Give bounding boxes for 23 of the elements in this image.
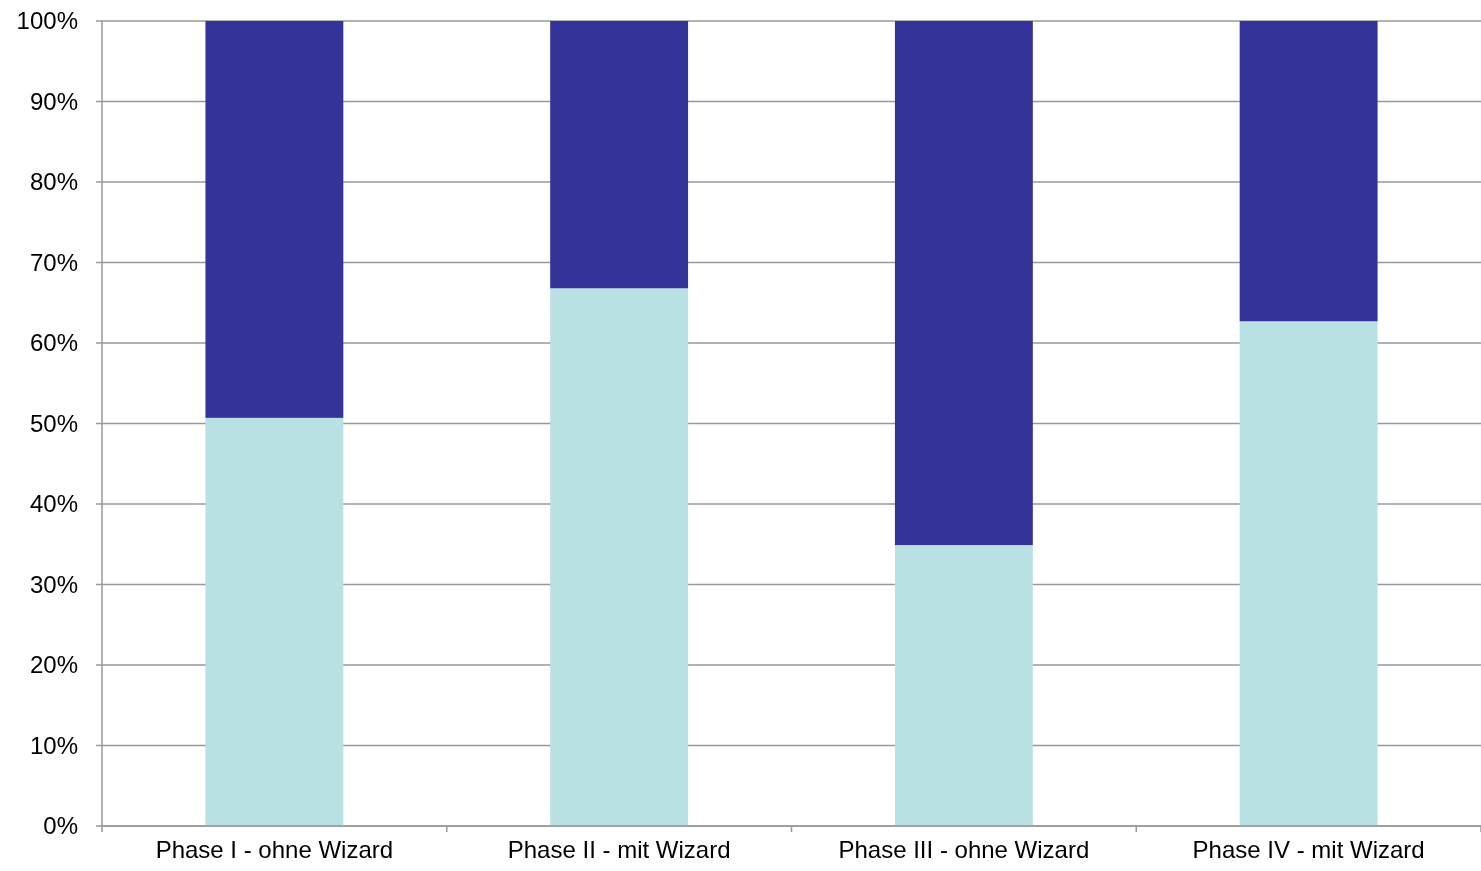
bar [894, 545, 1033, 826]
x-tick-label: Phase IV - mit Wizard [1192, 836, 1425, 863]
bar [1239, 21, 1378, 322]
y-tick-label: 90% [29, 87, 78, 115]
y-tick-label: 60% [29, 329, 78, 357]
y-tick-label: 0% [43, 812, 78, 840]
bar [205, 21, 344, 418]
y-tick-label: 70% [29, 248, 78, 276]
y-tick-label: 80% [29, 168, 78, 196]
x-tick-label: Phase III - ohne Wizard [838, 836, 1090, 863]
bar [550, 288, 689, 826]
y-tick-label: 30% [29, 570, 78, 598]
bar [205, 417, 344, 826]
y-tick-label: 100% [16, 7, 78, 35]
bar [894, 21, 1033, 546]
y-tick-label: 50% [29, 409, 78, 437]
x-tick-label: Phase I - ohne Wizard [155, 836, 394, 863]
bar [550, 21, 689, 289]
y-tick-label: 20% [29, 651, 78, 679]
bar [1239, 321, 1378, 826]
y-tick-label: 10% [29, 731, 78, 759]
x-tick-label: Phase II - mit Wizard [507, 836, 731, 863]
y-tick-label: 40% [29, 490, 78, 518]
